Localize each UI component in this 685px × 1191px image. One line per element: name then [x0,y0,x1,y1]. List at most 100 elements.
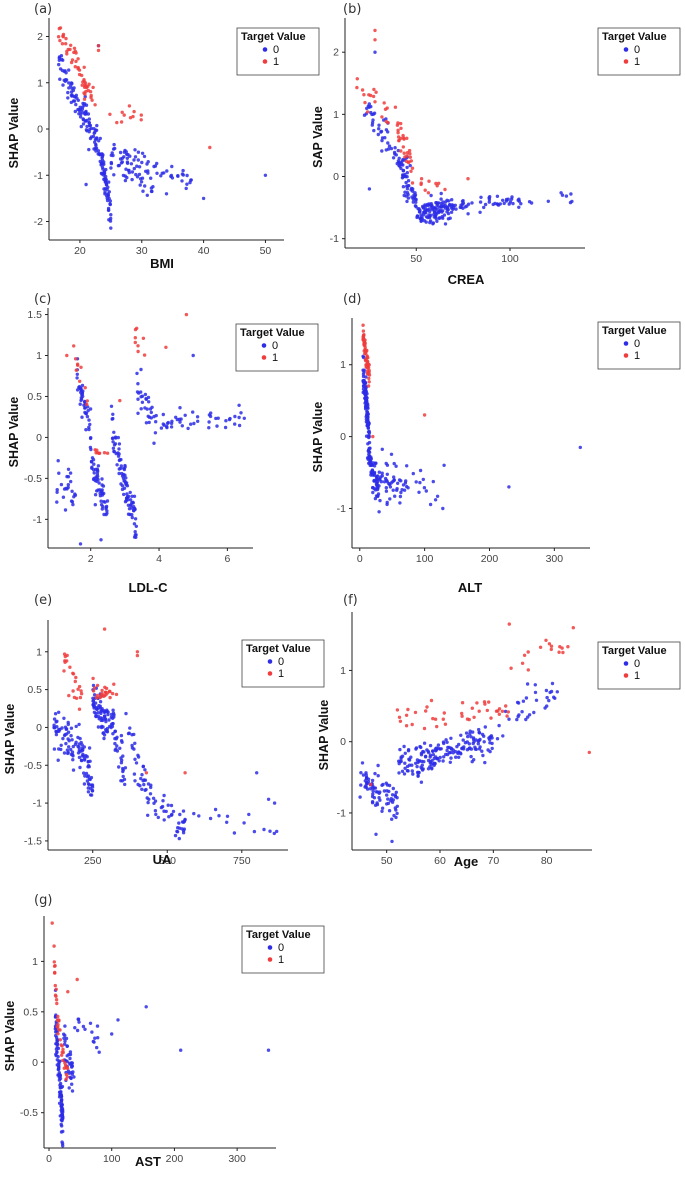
legend-entry: 0 [634,338,640,350]
scatter-point [451,207,455,211]
scatter-point [384,461,388,466]
scatter-point [133,757,137,761]
scatter-point [77,68,82,72]
scatter-point [78,115,83,119]
legend-entry: 0 [278,942,284,954]
scatter-point [106,710,110,714]
scatter-point [364,777,369,781]
scatter-point [387,809,392,813]
scatter-point [403,751,407,755]
scatter-point [549,644,554,648]
scatter-point [59,1085,64,1090]
scatter-point [390,793,395,797]
scatter-point [415,758,420,762]
scatter-point [93,103,97,107]
scatter-point [125,156,129,160]
scatter-point [103,717,108,721]
scatter-point [88,422,92,427]
scatter-point [71,754,75,758]
scatter-point [130,494,134,498]
scatter-point [419,177,424,181]
x-tick-label: 250 [84,855,102,867]
scatter-point [510,195,514,199]
scatter-point [410,181,415,185]
scatter-point [434,181,438,186]
scatter-point [115,463,119,467]
scatter-point [546,199,550,203]
x-tick-label: 20 [74,245,86,257]
scatter-point [571,626,575,630]
scatter-point [102,451,107,455]
scatter-point [364,351,368,355]
scatter-point [100,724,104,729]
scatter-point [268,829,272,833]
scatter-point [94,136,99,141]
scatter-point [398,759,402,764]
scatter-point [63,1024,67,1028]
scatter-point [67,68,71,72]
scatter-point [68,1052,73,1057]
scatter-point [73,493,78,497]
scatter-point [393,146,397,150]
scatter-point [74,51,78,55]
scatter-point [396,121,400,125]
scatter-point [110,151,114,155]
scatter-point [186,426,190,431]
scatter-point [544,638,548,642]
scatter-point [369,782,373,787]
scatter-point [378,798,382,802]
scatter-point [419,182,423,187]
scatter-point [399,126,403,130]
scatter-point [408,155,412,159]
scatter-point [188,180,192,185]
scatter-point [149,410,153,415]
scatter-point [504,197,509,202]
scatter-point [162,818,166,822]
scatter-point [370,800,375,804]
scatter-point [376,494,380,499]
scatter-point [111,412,115,416]
scatter-point [372,796,377,800]
scatter-point [430,766,434,770]
scatter-point [511,201,515,206]
y-tick-label: -1 [337,807,346,819]
scatter-point [135,175,140,179]
scatter-point [142,782,146,787]
scatter-point [390,817,394,821]
scatter-point [544,688,549,693]
legend-entry: 1 [634,350,640,362]
y-axis-title: SHAP Value [3,704,17,775]
scatter-point [486,748,490,752]
scatter-point [373,50,377,54]
series-target-1 [62,627,187,775]
scatter-point [85,402,89,407]
scatter-point [435,202,440,206]
x-tick-label: 80 [541,855,553,867]
y-tick-label: -0.5 [20,1107,38,1119]
scatter-point [201,196,206,201]
scatter-point [370,778,375,783]
scatter-point [365,355,369,359]
scatter-point [78,387,82,391]
panel-label: (b) [343,2,361,17]
scatter-point [488,741,492,745]
legend-title: Target Value [240,327,305,339]
scatter-point [394,815,398,820]
scatter-point [420,759,424,764]
scatter-point [61,1110,65,1114]
scatter-point [71,672,76,676]
scatter-point [67,81,71,85]
y-tick-label: 1 [32,956,38,968]
scatter-point [405,464,409,468]
scatter-point [372,479,376,483]
scatter-point [469,754,473,759]
scatter-point [411,197,415,201]
x-tick-label: 70 [487,855,499,867]
scatter-point [127,104,132,108]
scatter-point [175,417,179,422]
scatter-point [438,747,442,751]
legend-entry: 1 [278,954,284,966]
scatter-point [399,161,403,165]
scatter-point [414,197,418,202]
